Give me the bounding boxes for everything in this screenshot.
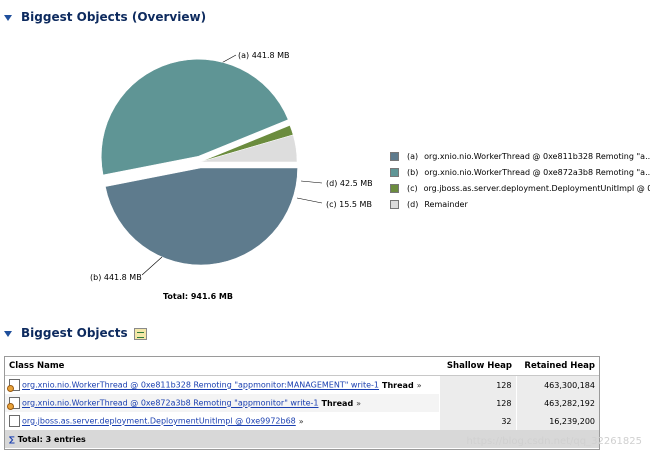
legend-item-a[interactable]: (a) org.xnio.nio.WorkerThread @ 0xe811b32…	[390, 148, 650, 164]
legend-item-b[interactable]: (b) org.xnio.nio.WorkerThread @ 0xe872a3b…	[390, 164, 650, 180]
pie-total-label: Total: 941.6 MB	[163, 292, 233, 301]
object-type-label: Thread	[321, 398, 354, 408]
legend-tag: (c)	[407, 183, 418, 193]
biggest-objects-table: Class Name Shallow Heap Retained Heap or…	[4, 356, 600, 450]
collapse-triangle-icon[interactable]	[4, 330, 12, 337]
retained-heap-cell: 463,300,184	[515, 375, 599, 394]
legend-label: org.xnio.nio.WorkerThread @ 0xe811b328 R…	[424, 151, 650, 161]
pie-slice-a[interactable]	[105, 167, 298, 266]
table-row[interactable]: org.jboss.as.server.deployment.Deploymen…	[5, 412, 599, 430]
sigma-icon: ∑	[9, 434, 15, 444]
legend-label: org.xnio.nio.WorkerThread @ 0xe872a3b8 R…	[424, 167, 650, 177]
objects-section-header[interactable]: Biggest Objects	[4, 326, 147, 340]
table-row[interactable]: org.xnio.nio.WorkerThread @ 0xe872a3b8 R…	[5, 394, 599, 412]
object-type-label: Thread	[382, 380, 414, 390]
retained-heap-cell: 16,239,200	[515, 412, 599, 430]
legend-swatch	[390, 151, 399, 161]
overview-section-header[interactable]: Biggest Objects (Overview)	[4, 10, 206, 24]
collapse-triangle-icon[interactable]	[4, 14, 12, 21]
legend-swatch	[390, 183, 399, 193]
pie-legend: (a) org.xnio.nio.WorkerThread @ 0xe811b32…	[390, 148, 650, 212]
legend-label: Remainder	[424, 199, 468, 209]
object-link[interactable]: org.xnio.nio.WorkerThread @ 0xe811b328 R…	[22, 380, 380, 390]
more-menu-icon[interactable]: »	[298, 416, 304, 426]
pie-label-leader-line	[296, 197, 323, 204]
legend-label: org.jboss.as.server.deployment.Deploymen…	[423, 183, 650, 193]
pie-label-b: (b) 441.8 MB	[90, 273, 142, 282]
table-total-row: ∑ Total: 3 entries	[5, 430, 599, 448]
thread-object-icon	[7, 379, 20, 392]
table-header-row: Class Name Shallow Heap Retained Heap	[5, 357, 599, 376]
object-link[interactable]: org.jboss.as.server.deployment.Deploymen…	[22, 416, 296, 426]
legend-tag: (a)	[407, 151, 419, 161]
legend-item-d[interactable]: (d) Remainder	[390, 196, 650, 212]
watermark: https://blog.csdn.net/qq_32261825	[466, 436, 642, 447]
pie-label-leader-line	[300, 180, 323, 184]
retained-heap-cell: 463,282,192	[515, 394, 599, 412]
pie-chart: (a) 441.8 MB (b) 441.8 MB (c) 15.5 MB (d) 4…	[90, 51, 373, 301]
shallow-heap-cell: 128	[438, 394, 516, 412]
thread-object-icon	[7, 397, 20, 410]
legend-tag: (b)	[407, 167, 419, 177]
column-header-shallow-heap[interactable]: Shallow Heap	[439, 357, 516, 376]
object-link[interactable]: org.xnio.nio.WorkerThread @ 0xe872a3b8 R…	[22, 398, 319, 408]
legend-item-c[interactable]: (c) org.jboss.as.server.deployment.Deploy…	[390, 180, 650, 196]
table-row[interactable]: org.xnio.nio.WorkerThread @ 0xe811b328 R…	[5, 375, 599, 394]
column-header-class-name[interactable]: Class Name	[5, 357, 439, 376]
pie-slice-b[interactable]	[101, 59, 289, 176]
more-menu-icon[interactable]: »	[356, 398, 362, 408]
column-header-retained-heap[interactable]: Retained Heap	[516, 357, 599, 376]
shallow-heap-cell: 32	[438, 412, 516, 430]
overview-title: Biggest Objects (Overview)	[21, 10, 207, 24]
object-icon	[9, 415, 20, 427]
legend-tag: (d)	[407, 199, 419, 209]
objects-title: Biggest Objects	[21, 326, 128, 340]
legend-swatch	[390, 199, 399, 209]
pie-slice-d[interactable]	[199, 134, 298, 163]
table-view-icon[interactable]	[133, 328, 147, 340]
pie-label-leader-line	[141, 256, 163, 276]
more-menu-icon[interactable]: »	[416, 380, 422, 390]
pie-label-a: (a) 441.8 MB	[238, 51, 290, 60]
legend-swatch	[390, 167, 399, 177]
total-entries-label: Total: 3 entries	[17, 434, 86, 444]
pie-label-d: (d) 42.5 MB	[326, 179, 373, 188]
pie-label-c: (c) 15.5 MB	[326, 200, 372, 209]
shallow-heap-cell: 128	[438, 375, 516, 394]
